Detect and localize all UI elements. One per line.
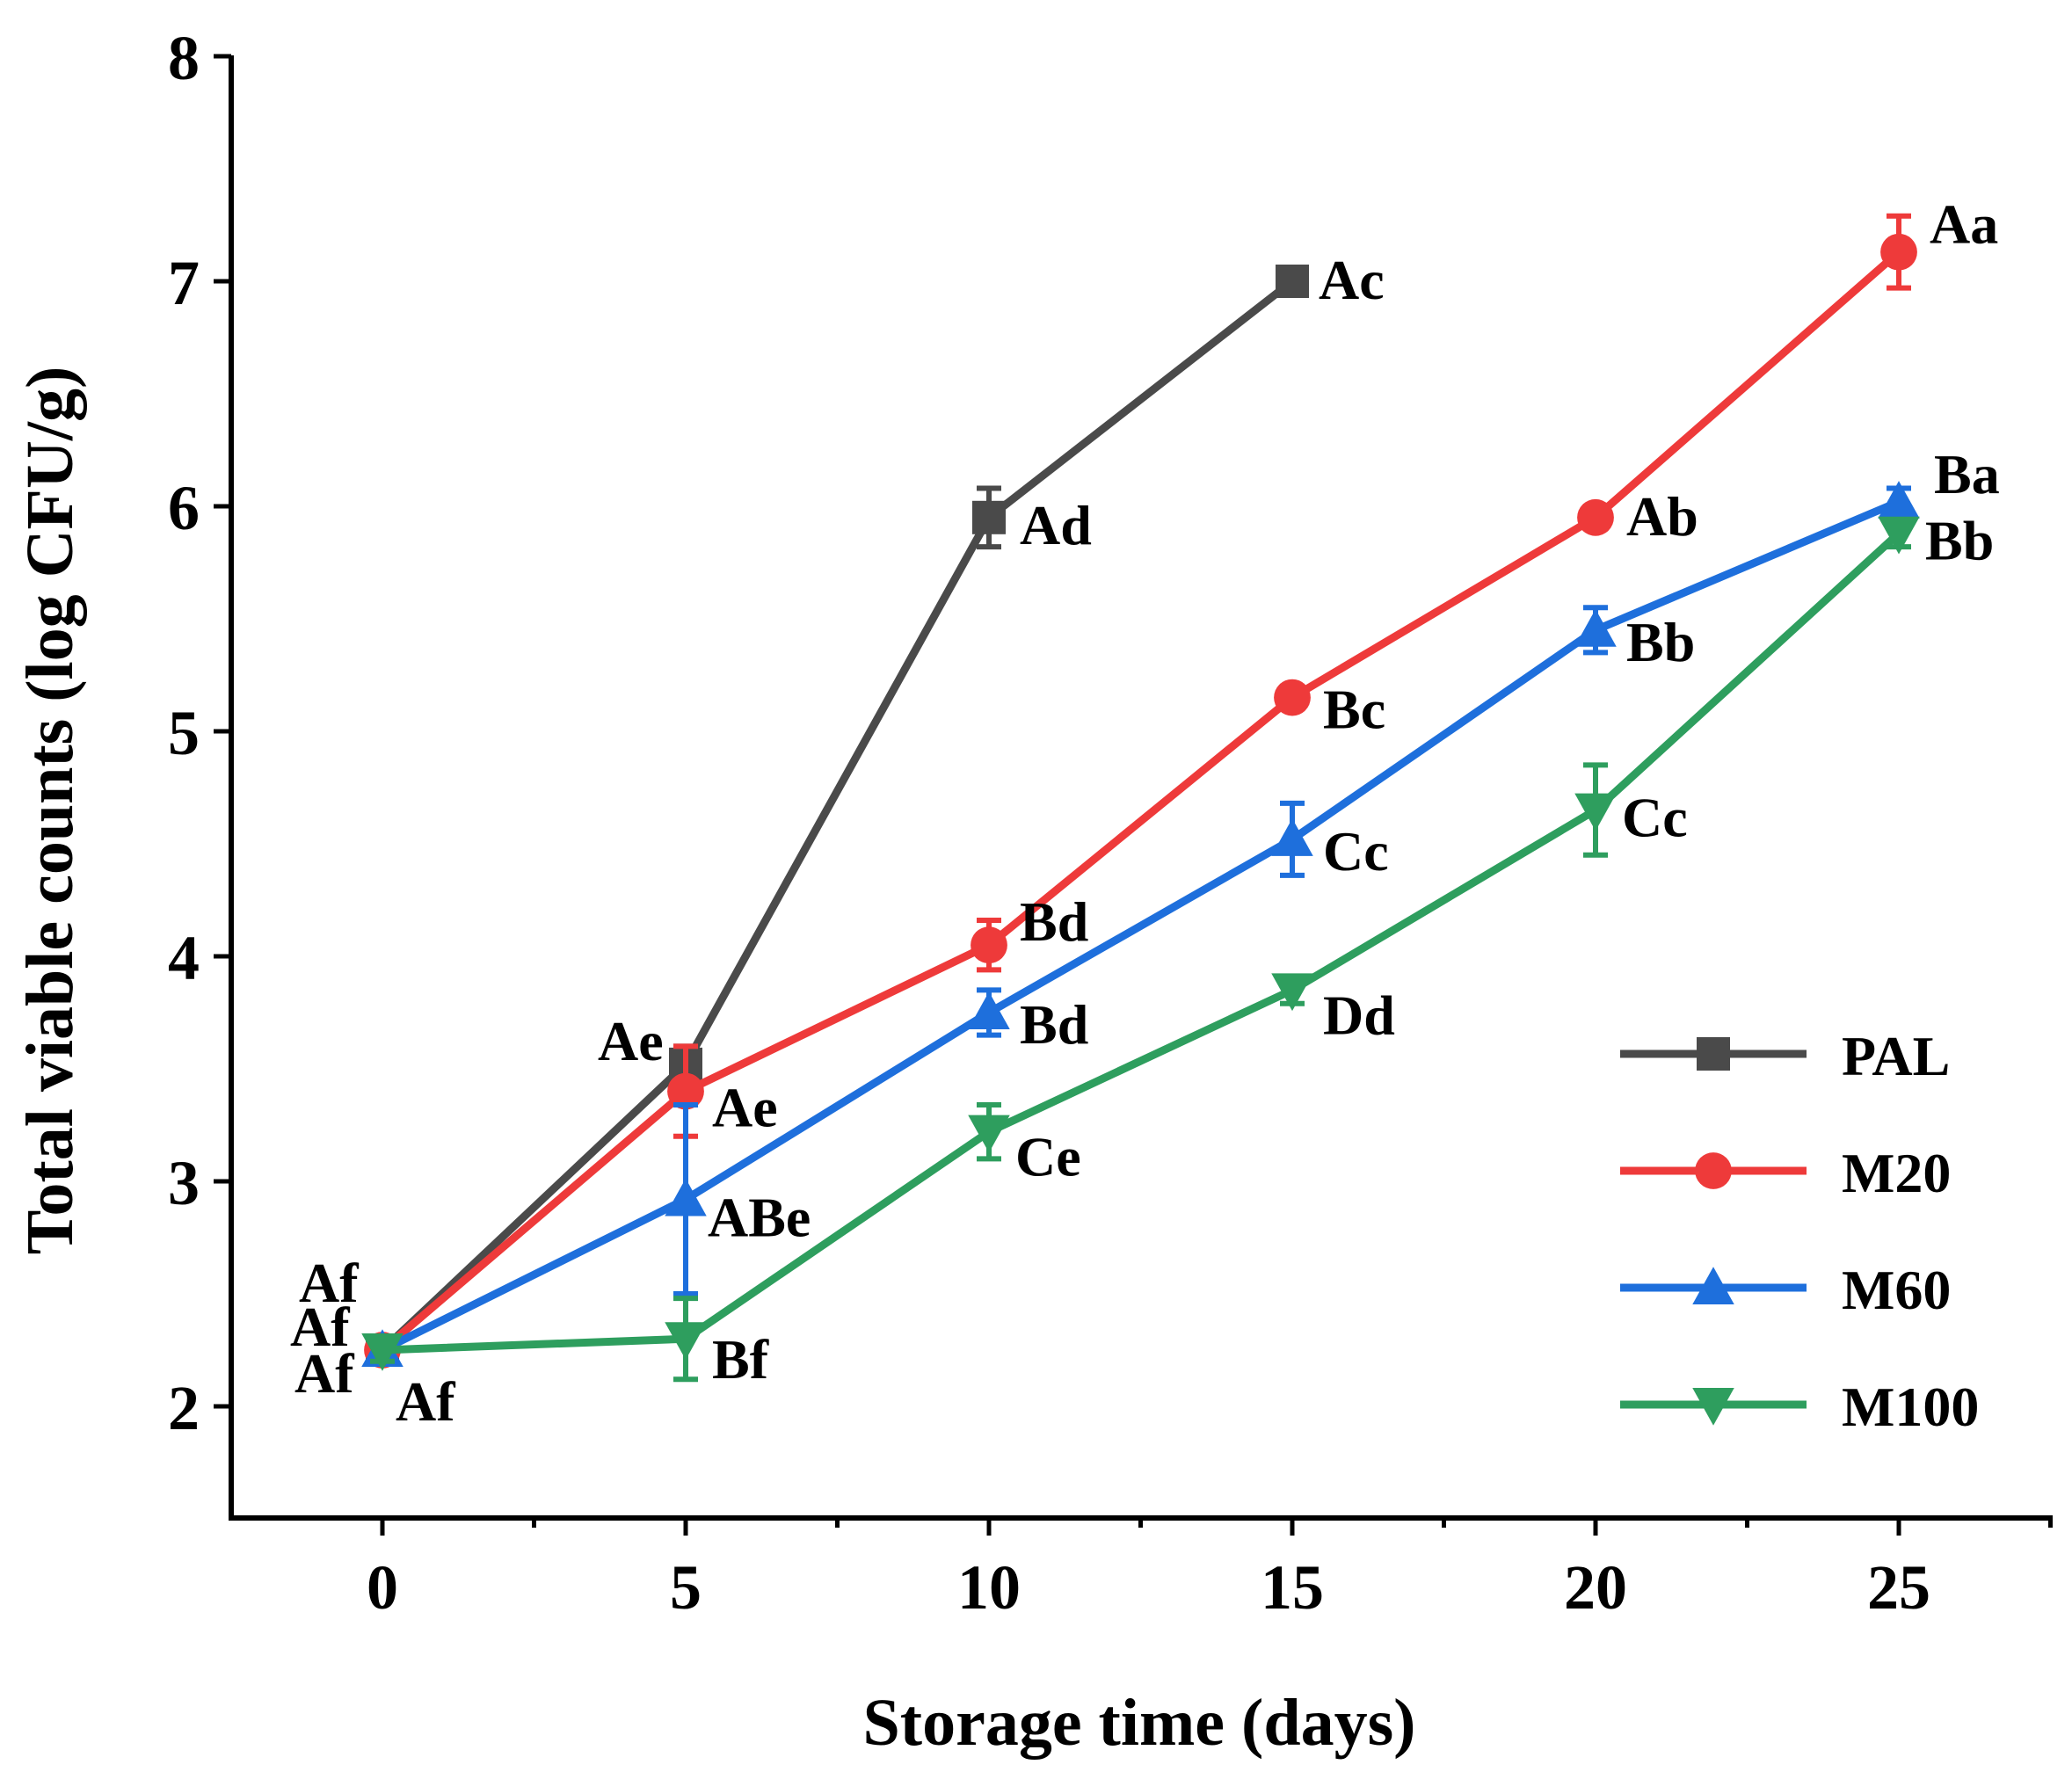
legend-item-m100: M100	[1620, 1376, 1979, 1438]
legend-item-pal: PAL	[1620, 1025, 1950, 1087]
point-label: Bb	[1626, 611, 1695, 673]
point-label: Af	[294, 1342, 354, 1405]
series-line	[380, 249, 1901, 1354]
point-label: Ba	[1934, 443, 2000, 505]
x-tick-label: 5	[670, 1552, 702, 1623]
y-tick-label: 5	[168, 698, 200, 768]
data-point	[968, 1115, 1010, 1153]
x-tick-label: 0	[367, 1552, 398, 1623]
data-point	[971, 926, 1007, 964]
axes	[229, 55, 2053, 1521]
point-label: Cc	[1323, 820, 1389, 882]
data-point	[1880, 233, 1917, 271]
legend-marker	[1692, 1388, 1734, 1426]
y-axis-label: Total viable counts (log CFU/g)	[13, 367, 87, 1255]
x-tick-label: 15	[1261, 1552, 1324, 1623]
legend: PAL M20 M60 M100	[1620, 1025, 1979, 1438]
legend-label: M100	[1842, 1376, 1979, 1438]
point-labels: AfAeAdAcAfAeBdBcAbAaAfABeBdCcBbBaAfBfCeD…	[290, 193, 2000, 1433]
data-point	[665, 1322, 707, 1360]
series-line	[380, 497, 1901, 1354]
point-label: Dd	[1323, 984, 1395, 1046]
data-point	[665, 1178, 707, 1216]
point-label: ABe	[708, 1186, 811, 1248]
data-point	[1271, 973, 1313, 1012]
series-line	[382, 530, 1902, 1354]
data-point	[1574, 793, 1617, 832]
point-label: Cc	[1622, 787, 1688, 849]
x-tick-label: 20	[1564, 1552, 1627, 1623]
data-point	[667, 1072, 704, 1110]
ticks: 2 3 4 5 6 7 8 0 5 10 15 20 25	[168, 23, 2053, 1623]
point-label: Ce	[1015, 1126, 1081, 1188]
data-point	[1274, 679, 1311, 716]
point-label: Bd	[1020, 890, 1088, 953]
legend-marker	[1695, 1152, 1732, 1189]
y-tick-label: 2	[168, 1373, 200, 1443]
legend-marker	[1692, 1267, 1734, 1304]
data-point	[1878, 481, 1920, 519]
point-label: Ad	[1020, 494, 1092, 556]
legend-label: M60	[1842, 1259, 1951, 1321]
legend-marker	[1697, 1037, 1730, 1071]
point-label: Bd	[1020, 993, 1088, 1056]
x-tick-label: 10	[957, 1552, 1021, 1623]
point-label: Bb	[1925, 510, 1994, 572]
data-point	[1574, 609, 1617, 647]
data-point	[1271, 818, 1313, 856]
series-line	[379, 278, 1295, 1354]
y-tick-label: 7	[168, 248, 200, 318]
legend-label: PAL	[1842, 1025, 1950, 1087]
series-pal	[366, 265, 1309, 1367]
y-tick-label: 3	[168, 1148, 200, 1218]
point-label: Bf	[712, 1328, 769, 1391]
legend-label: M20	[1842, 1142, 1951, 1204]
series-m100	[361, 516, 1920, 1383]
legend-item-m20: M20	[1620, 1142, 1951, 1204]
data-point	[1276, 265, 1309, 298]
data-point	[361, 1333, 403, 1371]
point-label: Bc	[1323, 679, 1385, 741]
legend-item-m60: M60	[1620, 1259, 1951, 1321]
y-tick-label: 4	[168, 923, 200, 993]
y-tick-label: 8	[168, 23, 200, 93]
data-point	[1878, 516, 1920, 555]
x-axis-label: Storage time (days)	[863, 1686, 1416, 1760]
point-label: Aa	[1930, 193, 1998, 256]
point-label: Ac	[1319, 249, 1385, 311]
point-label: Ae	[598, 1010, 664, 1072]
point-label: Ae	[712, 1077, 778, 1139]
point-label: Af	[396, 1370, 455, 1433]
point-label: Af	[290, 1296, 350, 1358]
point-label: Af	[299, 1252, 359, 1314]
point-label: Ab	[1626, 485, 1698, 548]
data-point	[968, 991, 1010, 1029]
x-tick-label: 25	[1867, 1552, 1930, 1623]
y-tick-label: 6	[168, 473, 200, 543]
series-group	[361, 213, 1920, 1383]
data-point	[1577, 498, 1614, 536]
data-point	[972, 500, 1006, 534]
